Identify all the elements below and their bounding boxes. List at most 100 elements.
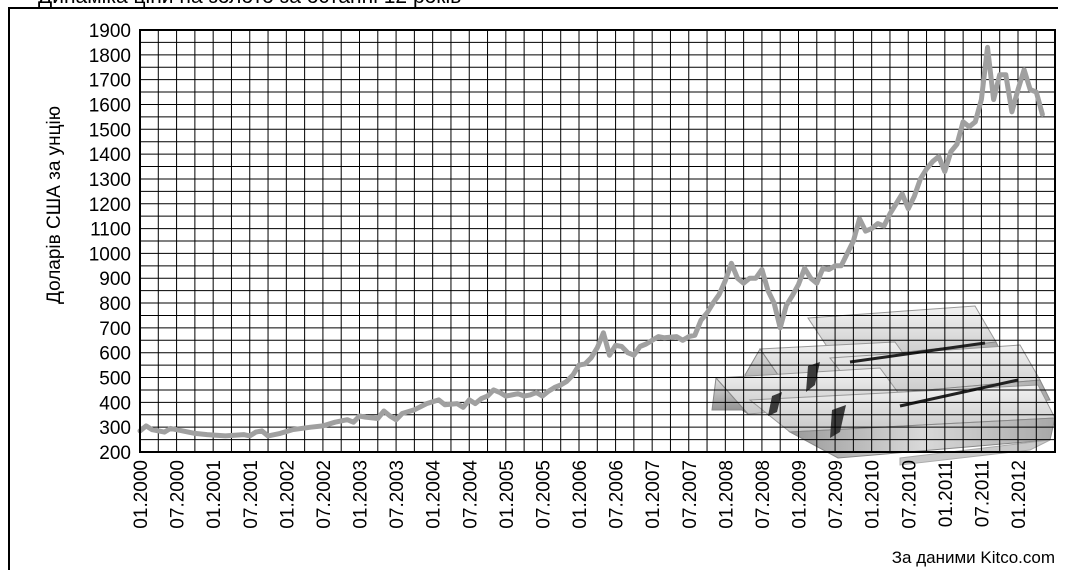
- gold-price-point: [193, 432, 197, 435]
- gold-price-point: [907, 207, 910, 210]
- gold-price-point: [894, 202, 898, 205]
- gold-price-point: [151, 428, 154, 431]
- y-tick-label: 300: [99, 418, 131, 439]
- x-tick-label: 01.2010: [863, 460, 884, 529]
- gold-price-point: [711, 301, 715, 305]
- gold-price-point: [1022, 68, 1026, 71]
- gold-price-point: [968, 125, 971, 128]
- x-tick-label: 01.2003: [351, 460, 372, 529]
- gold-price-point: [553, 386, 556, 389]
- gold-price-point: [163, 430, 166, 434]
- gold-price-point: [742, 282, 745, 285]
- gold-price-point: [590, 356, 593, 359]
- gold-price-point: [144, 424, 148, 428]
- gold-price-point: [998, 73, 1001, 76]
- plot-frame: [139, 29, 1056, 453]
- gold-price-point: [425, 402, 428, 405]
- gold-price-point: [974, 120, 977, 124]
- gold-price-point: [529, 393, 532, 397]
- gold-price-point: [376, 417, 379, 420]
- gold-price-point: [821, 267, 825, 270]
- gold-price-point: [980, 98, 983, 101]
- gold-price-points: [138, 46, 1044, 438]
- gold-price-point: [693, 334, 696, 337]
- x-tick-label: 07.2007: [680, 460, 701, 529]
- y-tick-label: 1600: [89, 95, 131, 116]
- gold-price-point: [309, 426, 312, 429]
- gold-price-point: [346, 418, 349, 421]
- gold-price-series-line: [137, 44, 1045, 439]
- gold-price-point: [364, 416, 367, 419]
- chart-title: Динаміка ціни на золото за останні 12 ро…: [38, 0, 461, 9]
- gold-price-point: [992, 98, 995, 101]
- gold-price-point: [961, 120, 965, 124]
- x-tick-label: 07.2002: [314, 460, 335, 529]
- header-rule: [8, 7, 1058, 9]
- gold-price-point: [608, 354, 611, 357]
- gold-price-point: [840, 264, 843, 267]
- gold-price-point: [803, 267, 806, 270]
- gold-price-point: [681, 339, 684, 342]
- y-tick-label: 200: [99, 443, 131, 464]
- gold-price-point: [291, 428, 294, 431]
- gold-price-point: [413, 408, 416, 411]
- gold-price-point: [437, 398, 440, 402]
- gold-price-point: [443, 403, 447, 406]
- x-tick-label: 07.2010: [899, 460, 920, 529]
- gold-price-point: [644, 342, 648, 346]
- gold-price-point: [541, 394, 544, 398]
- x-tick-label: 01.2011: [936, 460, 957, 527]
- x-tick-label: 01.2007: [643, 460, 664, 529]
- y-tick-label: 800: [99, 294, 131, 315]
- gold-price-point: [663, 336, 666, 339]
- gold-price-point: [748, 277, 751, 280]
- gold-price-point: [809, 277, 812, 280]
- y-tick-label: 1000: [89, 244, 131, 265]
- gold-price-point: [394, 418, 398, 421]
- gold-price-point: [382, 409, 386, 413]
- gold-price-point: [388, 414, 392, 418]
- gold-price-point: [766, 289, 770, 292]
- y-tick-label: 1900: [89, 21, 131, 42]
- gold-price-point: [797, 283, 800, 286]
- y-tick-label: 700: [99, 319, 131, 340]
- gold-price-point: [596, 346, 599, 349]
- gold-price-point: [791, 294, 794, 297]
- gold-price-point: [760, 268, 764, 271]
- gold-price-point: [705, 311, 709, 315]
- y-axis-ticks: 200 300 400 500 600 700 800 900 1000 1100 1200 1300…: [89, 21, 131, 464]
- gold-price-point: [266, 434, 270, 438]
- left-frame-rule: [8, 7, 10, 570]
- gold-price-point: [657, 335, 660, 338]
- y-tick-label: 1800: [89, 46, 131, 67]
- gold-price-point: [248, 434, 251, 438]
- gold-price-point: [559, 383, 562, 387]
- gold-price-point: [1029, 88, 1032, 91]
- gold-price-point: [498, 391, 501, 394]
- gold-price-point: [718, 293, 721, 296]
- gold-price-point: [1041, 113, 1044, 116]
- gold-price-point: [181, 429, 184, 433]
- gold-price-point: [492, 388, 495, 392]
- gold-price-point: [736, 277, 739, 280]
- gold-price-point: [882, 224, 886, 228]
- gold-price-point: [547, 390, 550, 393]
- gold-price-point: [260, 429, 264, 433]
- gold-price-point: [901, 192, 904, 195]
- x-tick-label: 07.2004: [460, 460, 481, 529]
- gold-price-point: [279, 432, 282, 435]
- gold-price-point: [614, 344, 617, 347]
- gold-price-point: [577, 363, 581, 367]
- gold-price-point: [205, 433, 209, 436]
- gold-price-point: [1016, 88, 1020, 91]
- gold-price-point: [480, 397, 483, 400]
- gold-price-point: [730, 262, 733, 265]
- x-tick-label: 07.2008: [753, 460, 774, 529]
- y-tick-label: 600: [99, 344, 131, 365]
- gold-price-point: [955, 143, 959, 146]
- x-tick-label: 01.2012: [1009, 460, 1030, 529]
- x-tick-label: 07.2009: [826, 460, 847, 529]
- x-tick-label: 07.2000: [168, 460, 189, 529]
- gold-price-point: [462, 406, 465, 409]
